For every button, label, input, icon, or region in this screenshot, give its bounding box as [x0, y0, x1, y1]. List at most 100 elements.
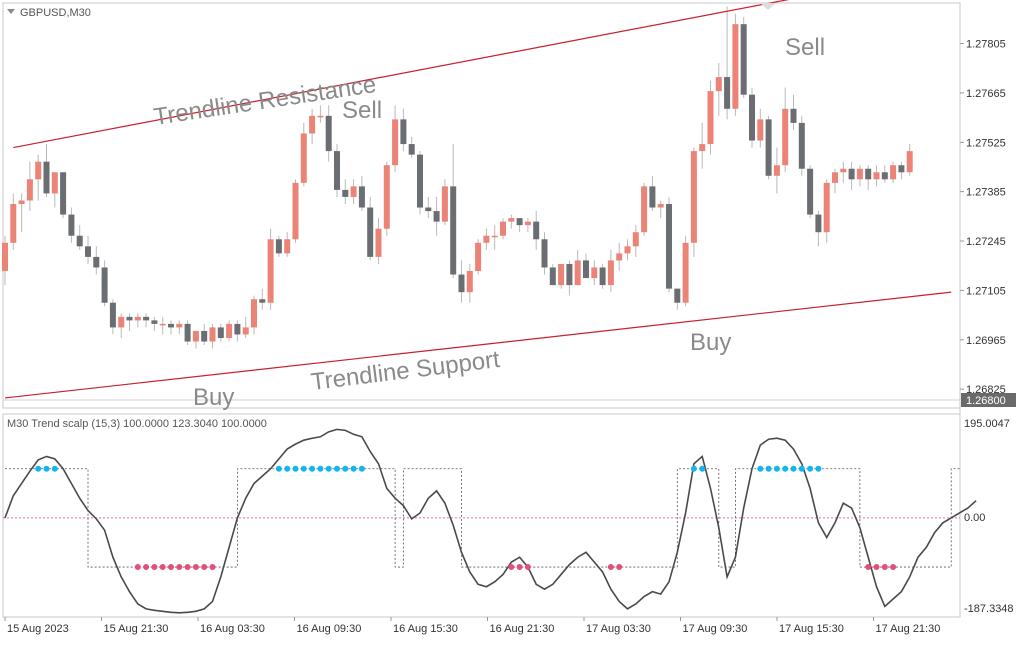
- time-tick-label: 16 Aug 03:30: [200, 623, 265, 635]
- candle-body: [234, 323, 241, 335]
- current-price-tag: [961, 393, 1016, 407]
- buy-dot: [159, 564, 166, 571]
- candle-body: [275, 239, 282, 254]
- candle-body: [790, 108, 797, 123]
- candle-body: [483, 235, 490, 243]
- candle-body: [126, 316, 133, 321]
- price-tick-label: 1.27105: [966, 285, 1006, 297]
- candle-body: [35, 161, 42, 180]
- sell-dot: [275, 465, 282, 472]
- candle-body: [68, 214, 75, 236]
- time-tick-label: 17 Aug 15:30: [779, 623, 844, 635]
- buy-dot: [524, 564, 531, 571]
- candle-body: [458, 274, 465, 293]
- candle-body: [815, 214, 822, 233]
- buy-signal-label: Buy: [193, 384, 234, 411]
- candle-body: [898, 165, 905, 173]
- sell-dot: [699, 465, 706, 472]
- sell-dot: [757, 465, 764, 472]
- candle-body: [450, 186, 457, 275]
- candle-body: [101, 267, 108, 303]
- buy-dot: [873, 564, 880, 571]
- candle-body: [392, 119, 399, 166]
- candle-body: [109, 302, 116, 328]
- sell-dot: [807, 465, 814, 472]
- candle-body: [674, 288, 681, 303]
- candle-body: [699, 144, 706, 152]
- candle-body: [707, 91, 714, 145]
- buy-dot: [209, 564, 216, 571]
- buy-dot: [151, 564, 158, 571]
- candle-body: [466, 271, 473, 293]
- candle-body: [334, 151, 340, 190]
- candle-body: [574, 260, 581, 286]
- time-tick-label: 17 Aug 21:30: [876, 623, 941, 635]
- candle-body: [491, 235, 498, 238]
- price-tick-label: 1.27805: [966, 39, 1006, 51]
- candle-body: [682, 242, 689, 303]
- candle-body: [325, 115, 332, 152]
- time-tick-label: 17 Aug 03:30: [586, 623, 651, 635]
- sell-dot: [350, 465, 357, 472]
- candle-body: [807, 168, 814, 215]
- candle-body: [259, 299, 266, 303]
- sell-signal-label: Sell: [342, 97, 382, 124]
- candle-body: [60, 172, 67, 215]
- candle-body: [566, 263, 573, 286]
- indicator-frame[interactable]: [2, 413, 961, 618]
- symbol-timeframe-label: GBPUSD,M30: [20, 7, 91, 19]
- candle-body: [267, 239, 274, 303]
- candle-body: [832, 172, 838, 183]
- sell-dot: [35, 465, 42, 472]
- price-tick-label: 1.27245: [966, 236, 1006, 248]
- candle-body: [607, 260, 614, 286]
- shift-marker-icon[interactable]: [760, 3, 776, 10]
- sell-dot: [43, 465, 50, 472]
- sell-dot: [292, 465, 299, 472]
- candle-body: [433, 211, 440, 222]
- candle-body: [441, 186, 448, 222]
- candle-body: [10, 204, 17, 243]
- chevron-down-icon[interactable]: [7, 9, 15, 14]
- candle-body: [500, 221, 506, 236]
- sell-dot: [334, 465, 340, 472]
- candle-body: [2, 242, 8, 271]
- candle-body: [624, 246, 631, 254]
- candle-body: [641, 186, 648, 233]
- candle-body: [151, 320, 158, 324]
- sell-dot: [51, 465, 58, 472]
- sell-dot: [317, 465, 324, 472]
- candle-body: [632, 232, 639, 247]
- candle-body: [856, 168, 863, 180]
- candle-body: [209, 327, 216, 342]
- candle-body: [43, 161, 50, 194]
- candles-layer: [2, 6, 913, 349]
- candle-body: [168, 323, 174, 328]
- buy-dot: [184, 564, 191, 571]
- candle-body: [400, 119, 407, 145]
- candle-body: [367, 207, 374, 257]
- sell-dot: [309, 465, 316, 472]
- buy-dot: [865, 564, 872, 571]
- sell-dot: [815, 465, 822, 472]
- candle-body: [757, 119, 764, 141]
- time-tick-label: 16 Aug 21:30: [490, 623, 555, 635]
- indicator-scale-bottom: -187.3348: [964, 603, 1014, 615]
- candle-body: [143, 316, 150, 321]
- buy-dot: [516, 564, 523, 571]
- candle-body: [93, 256, 100, 268]
- sell-dot: [300, 465, 307, 472]
- candle-body: [649, 186, 656, 208]
- candle-body: [599, 267, 606, 286]
- price-axis: 1.27805 1.27665 1.27525 1.27385 1.27245 1.271…: [960, 39, 1006, 396]
- candle-body: [740, 24, 747, 95]
- candle-body: [533, 221, 540, 240]
- indicator-scale-top: 195.0047: [964, 418, 1010, 430]
- buy-signal-label: Buy: [690, 329, 731, 356]
- main-chart-frame[interactable]: [2, 2, 961, 409]
- candle-body: [865, 168, 872, 180]
- sell-dot: [284, 465, 291, 472]
- sell-dot: [790, 465, 797, 472]
- candle-body: [890, 165, 897, 180]
